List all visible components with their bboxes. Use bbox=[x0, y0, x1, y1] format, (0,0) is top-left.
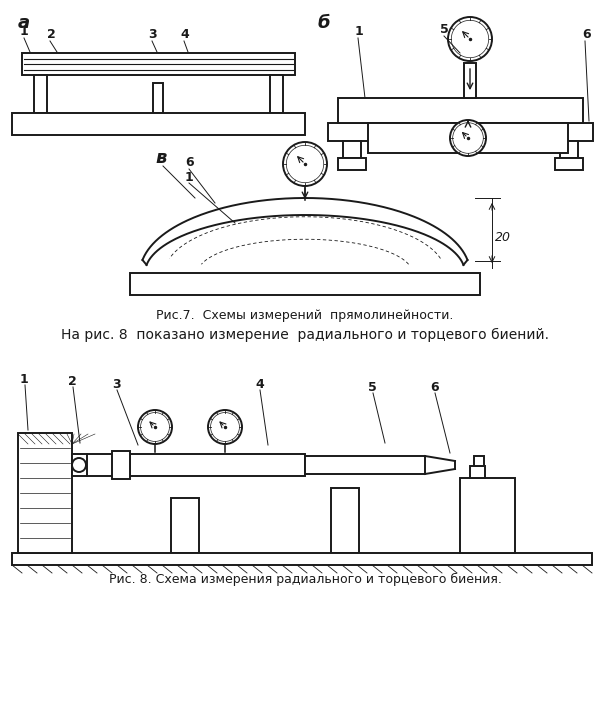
Bar bbox=[460, 478, 515, 553]
Bar bbox=[464, 63, 476, 98]
Bar bbox=[171, 498, 199, 553]
Text: 2: 2 bbox=[47, 28, 56, 41]
Bar bbox=[130, 454, 305, 476]
Text: 6: 6 bbox=[430, 381, 439, 394]
Bar bbox=[368, 123, 568, 153]
Bar bbox=[305, 456, 425, 474]
Text: 1: 1 bbox=[20, 25, 29, 38]
Bar bbox=[331, 488, 359, 553]
Bar bbox=[560, 141, 578, 158]
Circle shape bbox=[138, 410, 172, 444]
Text: 1: 1 bbox=[355, 25, 364, 38]
Bar bbox=[270, 75, 283, 113]
Bar bbox=[470, 466, 485, 478]
Text: 5: 5 bbox=[440, 23, 449, 36]
Bar bbox=[153, 83, 163, 113]
Bar bbox=[112, 451, 130, 479]
Text: Рис. 8. Схема измерения радиального и торцевого биения.: Рис. 8. Схема измерения радиального и то… bbox=[108, 573, 502, 586]
Text: б: б bbox=[318, 14, 330, 32]
Text: 2: 2 bbox=[68, 375, 77, 388]
Bar bbox=[72, 454, 87, 476]
Text: а: а bbox=[18, 14, 30, 32]
Bar bbox=[34, 75, 47, 113]
Bar bbox=[328, 123, 593, 141]
Bar bbox=[338, 158, 366, 170]
Circle shape bbox=[72, 458, 86, 472]
Bar bbox=[12, 113, 305, 135]
Bar bbox=[12, 553, 592, 565]
Circle shape bbox=[448, 17, 492, 61]
Text: 3: 3 bbox=[148, 28, 157, 41]
Bar bbox=[22, 53, 295, 75]
Bar bbox=[474, 456, 484, 466]
Text: 5: 5 bbox=[368, 381, 377, 394]
Text: 1: 1 bbox=[185, 171, 194, 184]
Bar bbox=[555, 158, 583, 170]
Text: 6: 6 bbox=[185, 156, 194, 169]
Bar bbox=[338, 98, 583, 123]
Bar bbox=[18, 433, 72, 553]
Text: 4: 4 bbox=[255, 378, 264, 391]
Bar bbox=[343, 141, 361, 158]
Text: На рис. 8  показано измерение  радиального и торцевого биений.: На рис. 8 показано измерение радиального… bbox=[61, 328, 549, 342]
Circle shape bbox=[450, 120, 486, 156]
Text: 1: 1 bbox=[20, 373, 29, 386]
Bar bbox=[130, 273, 480, 295]
Text: 20: 20 bbox=[495, 231, 511, 244]
Circle shape bbox=[208, 410, 242, 444]
Text: в: в bbox=[155, 149, 166, 167]
Text: Рис.7.  Схемы измерений  прямолинейности.: Рис.7. Схемы измерений прямолинейности. bbox=[156, 309, 454, 322]
Circle shape bbox=[283, 142, 327, 186]
Text: 6: 6 bbox=[582, 28, 590, 41]
Text: 3: 3 bbox=[112, 378, 120, 391]
Text: 4: 4 bbox=[180, 28, 189, 41]
